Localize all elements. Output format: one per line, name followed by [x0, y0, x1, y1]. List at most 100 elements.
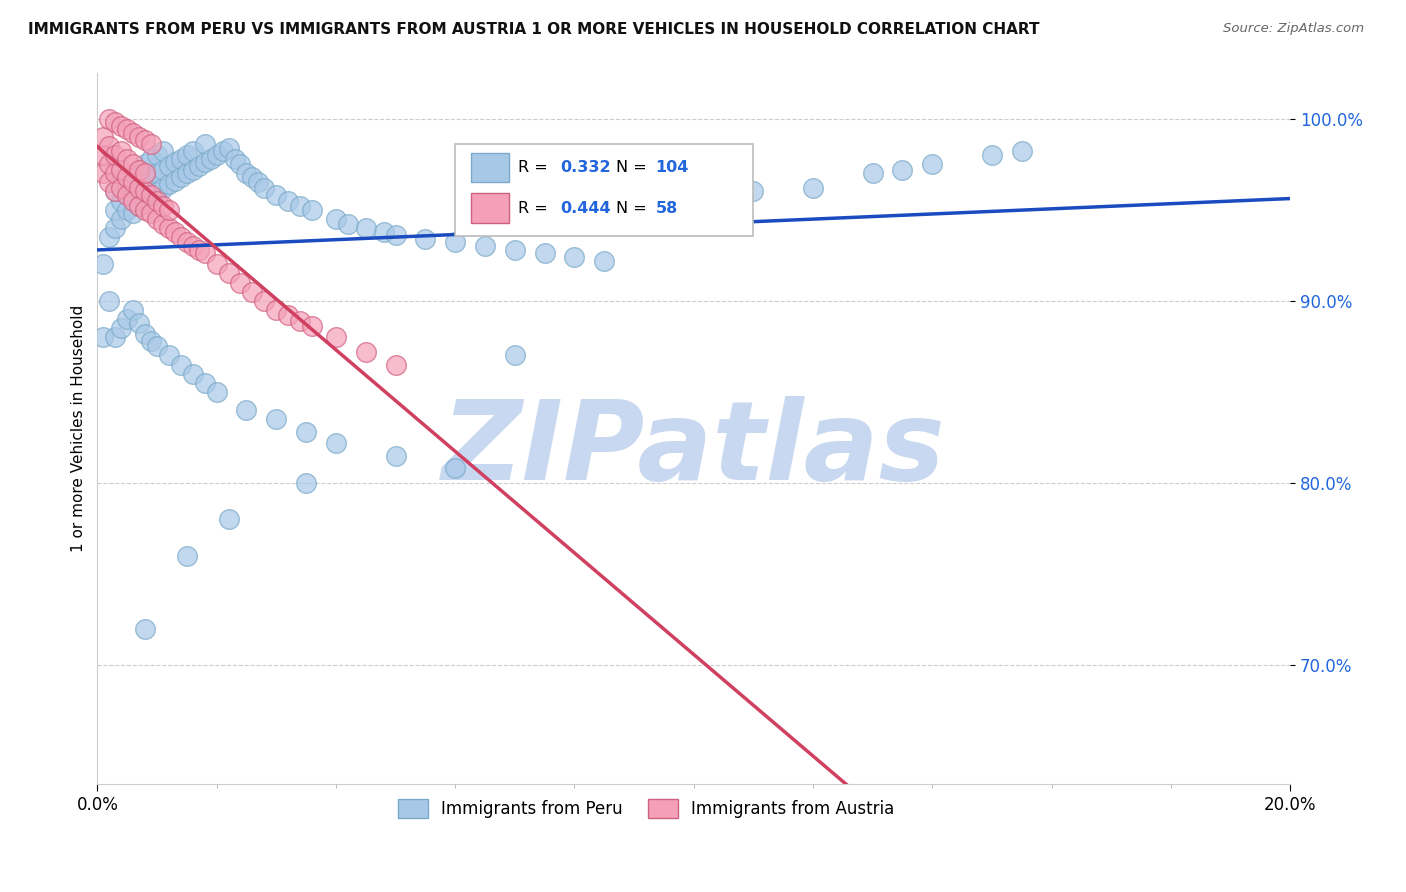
- Point: [205, 148, 228, 162]
- Point: [134, 175, 156, 189]
- Point: [128, 162, 150, 177]
- Point: [218, 267, 240, 281]
- Point: [652, 192, 675, 206]
- Point: [134, 194, 156, 208]
- Point: [110, 194, 132, 208]
- Point: [134, 166, 156, 180]
- Point: [98, 157, 121, 171]
- Point: [110, 145, 132, 159]
- Point: [104, 202, 127, 217]
- Point: [134, 185, 156, 199]
- Point: [122, 175, 145, 189]
- Point: [110, 119, 132, 133]
- Point: [134, 157, 156, 171]
- Point: [742, 185, 765, 199]
- Point: [146, 211, 169, 226]
- Point: [104, 185, 127, 199]
- Point: [122, 126, 145, 140]
- Point: [235, 166, 257, 180]
- Point: [533, 246, 555, 260]
- Point: [623, 188, 645, 202]
- Point: [91, 129, 114, 144]
- Point: [288, 199, 311, 213]
- Text: 104: 104: [655, 160, 689, 175]
- Point: [152, 162, 174, 177]
- Point: [224, 152, 246, 166]
- Point: [134, 326, 156, 341]
- Text: N =: N =: [616, 201, 652, 216]
- Point: [295, 425, 318, 439]
- Point: [564, 250, 586, 264]
- Point: [205, 257, 228, 271]
- Point: [264, 188, 287, 202]
- Point: [444, 461, 467, 475]
- Point: [134, 133, 156, 147]
- Point: [157, 177, 180, 191]
- Point: [157, 202, 180, 217]
- Point: [253, 181, 276, 195]
- FancyBboxPatch shape: [471, 193, 509, 223]
- Point: [682, 195, 704, 210]
- Point: [194, 246, 217, 260]
- Point: [91, 166, 114, 180]
- Point: [110, 321, 132, 335]
- Point: [128, 162, 150, 177]
- Point: [139, 152, 162, 166]
- Point: [104, 330, 127, 344]
- Point: [163, 155, 186, 169]
- FancyBboxPatch shape: [471, 153, 509, 183]
- Point: [242, 285, 264, 299]
- Point: [122, 169, 145, 184]
- Point: [110, 175, 132, 189]
- Point: [444, 235, 467, 250]
- Point: [122, 188, 145, 202]
- Point: [325, 211, 347, 226]
- Point: [801, 181, 824, 195]
- Point: [247, 175, 270, 189]
- Point: [139, 206, 162, 220]
- Point: [128, 316, 150, 330]
- Point: [146, 185, 169, 199]
- Point: [152, 217, 174, 231]
- Point: [194, 136, 217, 151]
- Point: [181, 239, 204, 253]
- Point: [277, 309, 299, 323]
- Point: [229, 157, 252, 171]
- Point: [981, 148, 1004, 162]
- Point: [98, 293, 121, 308]
- Point: [98, 230, 121, 244]
- Point: [211, 145, 233, 159]
- Point: [264, 412, 287, 426]
- Point: [134, 622, 156, 636]
- Point: [163, 225, 186, 239]
- Point: [146, 339, 169, 353]
- Point: [1011, 145, 1033, 159]
- Point: [157, 159, 180, 173]
- Point: [152, 145, 174, 159]
- Point: [218, 141, 240, 155]
- Point: [170, 169, 193, 184]
- Point: [146, 194, 169, 208]
- Point: [139, 334, 162, 348]
- Point: [139, 188, 162, 202]
- Point: [128, 181, 150, 195]
- Text: 0.444: 0.444: [560, 201, 610, 216]
- Point: [122, 206, 145, 220]
- Point: [181, 162, 204, 177]
- Point: [325, 330, 347, 344]
- Point: [187, 243, 209, 257]
- Point: [163, 173, 186, 187]
- Point: [104, 166, 127, 180]
- Point: [593, 253, 616, 268]
- Point: [891, 162, 914, 177]
- Point: [104, 185, 127, 199]
- Point: [91, 257, 114, 271]
- Point: [384, 228, 406, 243]
- Text: IMMIGRANTS FROM PERU VS IMMIGRANTS FROM AUSTRIA 1 OR MORE VEHICLES IN HOUSEHOLD : IMMIGRANTS FROM PERU VS IMMIGRANTS FROM …: [28, 22, 1039, 37]
- Point: [98, 175, 121, 189]
- Point: [264, 302, 287, 317]
- Point: [91, 148, 114, 162]
- Point: [139, 188, 162, 202]
- Point: [253, 293, 276, 308]
- Point: [170, 230, 193, 244]
